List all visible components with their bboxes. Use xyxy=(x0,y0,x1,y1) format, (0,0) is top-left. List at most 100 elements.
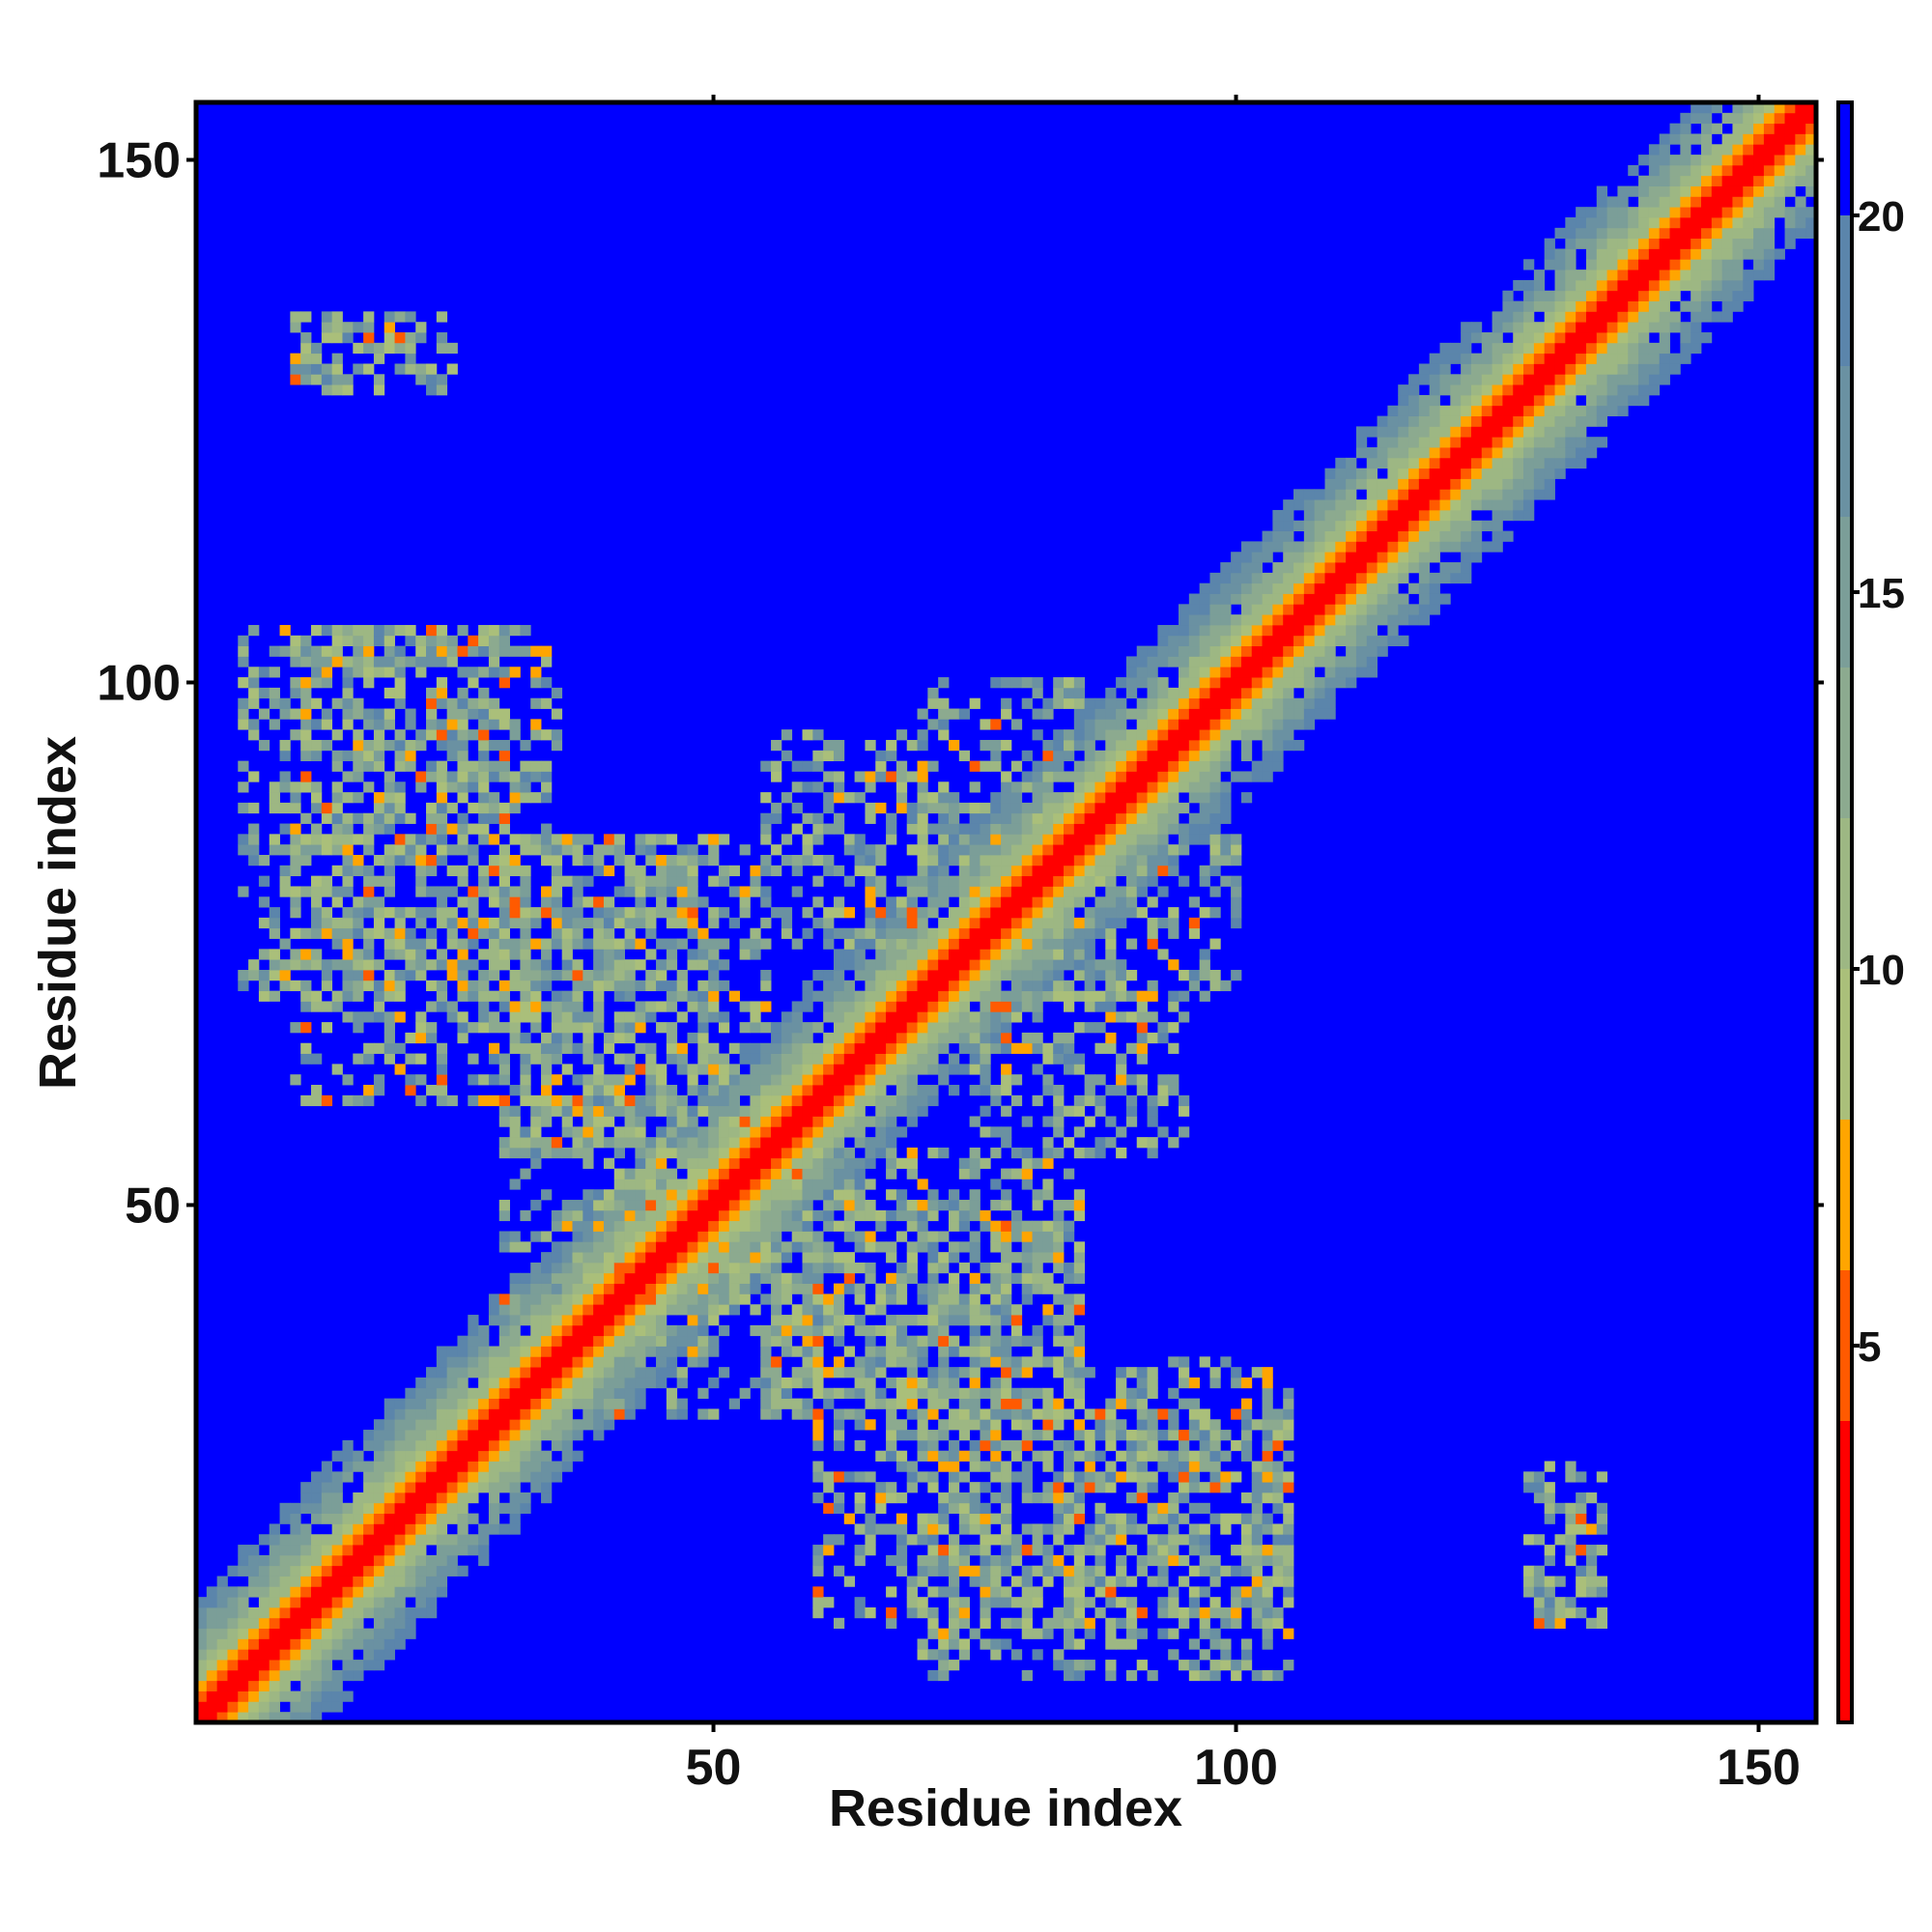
heatmap-cell xyxy=(572,1094,583,1107)
heatmap-cell xyxy=(739,1179,751,1190)
heatmap-cell xyxy=(1073,875,1086,887)
heatmap-cell xyxy=(812,1315,824,1326)
heatmap-cell xyxy=(624,927,636,939)
heatmap-cell xyxy=(582,1293,594,1305)
heatmap-cell xyxy=(561,1001,573,1012)
heatmap-cell xyxy=(948,1387,960,1399)
heatmap-cell xyxy=(1116,990,1127,1002)
heatmap-cell xyxy=(498,1377,510,1389)
heatmap-cell xyxy=(300,1638,312,1650)
heatmap-cell xyxy=(530,844,542,856)
heatmap-cell xyxy=(603,949,615,960)
heatmap-cell xyxy=(1053,834,1065,845)
heatmap-cell xyxy=(1053,1617,1065,1630)
heatmap-cell xyxy=(927,1022,939,1034)
heatmap-cell xyxy=(258,1597,270,1608)
heatmap-cell xyxy=(436,1471,448,1483)
heatmap-cell xyxy=(468,1398,479,1409)
heatmap-cell xyxy=(666,1262,678,1274)
heatmap-cell xyxy=(760,1137,772,1149)
heatmap-cell xyxy=(1231,1408,1242,1420)
heatmap-cell xyxy=(331,1617,343,1630)
heatmap-cell xyxy=(1021,1606,1033,1619)
heatmap-cell xyxy=(1147,1534,1158,1546)
heatmap-cell xyxy=(384,645,395,657)
heatmap-cell xyxy=(687,1085,698,1096)
heatmap-cell xyxy=(917,1001,928,1012)
heatmap-cell xyxy=(342,635,354,647)
heatmap-cell xyxy=(1209,781,1221,793)
heatmap-cell xyxy=(1209,677,1221,689)
heatmap-cell xyxy=(1021,1001,1033,1012)
heatmap-cell xyxy=(1168,1502,1179,1515)
heatmap-cell xyxy=(895,1534,908,1546)
heatmap-cell xyxy=(613,1262,625,1274)
heatmap-cell xyxy=(1021,949,1033,960)
heatmap-cell xyxy=(1001,1367,1012,1378)
heatmap-cell xyxy=(1084,1085,1095,1096)
heatmap-cell xyxy=(843,1074,856,1086)
heatmap-cell xyxy=(895,1554,908,1567)
heatmap-cell xyxy=(833,1189,845,1201)
heatmap-cell xyxy=(593,1272,605,1284)
heatmap-cell xyxy=(1010,1534,1023,1546)
heatmap-cell xyxy=(760,1179,772,1190)
heatmap-cell xyxy=(384,719,395,730)
heatmap-cell xyxy=(635,1398,646,1409)
heatmap-cell xyxy=(697,1126,709,1138)
heatmap-cell xyxy=(394,1471,406,1483)
heatmap-cell xyxy=(572,1022,583,1034)
heatmap-cell xyxy=(990,1638,1002,1650)
heatmap-cell xyxy=(1188,980,1201,992)
heatmap-cell xyxy=(530,970,542,981)
heatmap-cell xyxy=(812,1461,824,1472)
heatmap-cell xyxy=(384,1042,395,1054)
heatmap-cell xyxy=(1188,1430,1201,1441)
heatmap-cell xyxy=(478,1523,490,1535)
heatmap-cell xyxy=(1084,1576,1095,1587)
heatmap-cell xyxy=(938,1377,950,1389)
heatmap-cell xyxy=(541,760,553,772)
heatmap-cell xyxy=(781,1398,793,1409)
heatmap-cell xyxy=(1001,1064,1012,1075)
heatmap-cell xyxy=(509,792,521,804)
heatmap-cell xyxy=(990,1387,1002,1399)
heatmap-cell xyxy=(802,1032,813,1044)
heatmap-cell xyxy=(750,1001,761,1012)
heatmap-cell xyxy=(541,1094,553,1107)
heatmap-cell xyxy=(781,1387,793,1399)
heatmap-cell xyxy=(279,1597,291,1608)
heatmap-cell xyxy=(958,959,971,971)
heatmap-cell xyxy=(1084,907,1095,919)
heatmap-cell xyxy=(927,959,939,971)
heatmap-cell xyxy=(875,1293,887,1305)
heatmap-cell xyxy=(290,802,301,814)
heatmap-cell xyxy=(948,1011,960,1023)
heatmap-cell xyxy=(478,697,490,709)
heatmap-cell xyxy=(530,1430,542,1441)
heatmap-cell xyxy=(1157,1554,1169,1567)
heatmap-cell xyxy=(1053,1126,1065,1138)
heatmap-cell xyxy=(1199,781,1210,793)
heatmap-cell xyxy=(498,1001,510,1012)
heatmap-cell xyxy=(1168,844,1179,856)
heatmap-cell xyxy=(290,1502,301,1515)
heatmap-cell xyxy=(718,875,730,887)
heatmap-cell xyxy=(541,1492,553,1504)
heatmap-cell xyxy=(1021,1597,1033,1608)
heatmap-cell xyxy=(917,1554,928,1567)
heatmap-cell xyxy=(342,1094,354,1107)
heatmap-cell xyxy=(353,907,364,919)
heatmap-cell xyxy=(1105,1638,1117,1650)
heatmap-cell xyxy=(561,1377,573,1389)
heatmap-cell xyxy=(457,865,469,877)
heatmap-cell xyxy=(875,1147,887,1159)
heatmap-cell xyxy=(990,1554,1002,1567)
heatmap-cell xyxy=(426,363,438,375)
heatmap-cell xyxy=(917,980,928,992)
heatmap-cell xyxy=(990,1022,1002,1034)
heatmap-cell xyxy=(895,1293,908,1305)
heatmap-cell xyxy=(666,949,678,960)
heatmap-cell xyxy=(843,990,856,1002)
heatmap-cell xyxy=(1168,645,1179,657)
